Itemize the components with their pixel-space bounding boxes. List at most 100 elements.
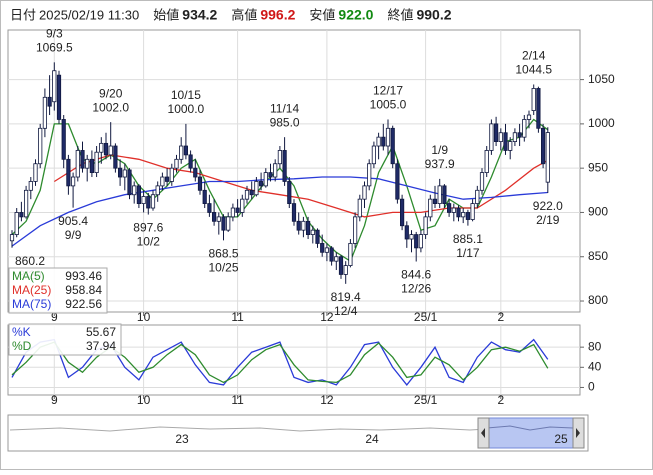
legend-value: 958.84 bbox=[65, 283, 102, 297]
annotation-price: 1044.5 bbox=[515, 63, 552, 77]
candle-body bbox=[437, 185, 442, 204]
candle-body bbox=[329, 247, 334, 262]
header-value: 934.2 bbox=[182, 7, 217, 23]
candle-body bbox=[432, 198, 438, 204]
arrow-left bbox=[481, 428, 485, 438]
header-value: 2025/02/19 11:30 bbox=[39, 7, 139, 22]
candle-body bbox=[484, 150, 489, 173]
navigator-history bbox=[9, 426, 488, 432]
candle-body bbox=[451, 207, 456, 213]
candle-body bbox=[207, 203, 212, 213]
y-tick-label: 1050 bbox=[588, 72, 615, 86]
header-value: 922.0 bbox=[338, 7, 373, 23]
candle-body bbox=[136, 185, 141, 204]
candle-body bbox=[66, 158, 71, 187]
header-label: 安値 bbox=[309, 7, 335, 22]
candle-body bbox=[512, 132, 518, 142]
candle-body bbox=[522, 119, 527, 138]
candle-body bbox=[249, 189, 254, 196]
annotation-price: 1002.0 bbox=[92, 100, 129, 114]
candle-body bbox=[179, 145, 184, 160]
candle-body bbox=[526, 114, 532, 120]
navigator-label: 23 bbox=[175, 432, 189, 446]
candle-body bbox=[456, 207, 461, 218]
candle-body bbox=[23, 189, 29, 218]
candle-body bbox=[193, 167, 198, 178]
candle-body bbox=[42, 96, 47, 129]
x-tick-label: 11 bbox=[231, 393, 244, 407]
candle-body bbox=[14, 212, 19, 235]
candle-body bbox=[282, 150, 287, 182]
candle-body bbox=[263, 172, 268, 187]
candle-body bbox=[508, 141, 513, 151]
candle-body bbox=[211, 212, 217, 222]
legend-value: 37.94 bbox=[86, 339, 116, 353]
annotation-price: 868.5 bbox=[208, 247, 238, 261]
annotation-price: 922.0 bbox=[533, 199, 563, 213]
header-value: 996.2 bbox=[260, 7, 295, 23]
candle-body bbox=[89, 158, 94, 173]
legend-name: %D bbox=[12, 339, 32, 353]
x-tick-label: 25/1 bbox=[414, 393, 438, 407]
candle-body bbox=[287, 181, 292, 204]
x-tick-label: 2 bbox=[497, 393, 504, 407]
annotation-date: 10/15 bbox=[171, 88, 201, 102]
candle-body bbox=[244, 189, 250, 200]
candle-body bbox=[277, 150, 282, 165]
candle-body bbox=[33, 163, 38, 182]
candle-body bbox=[343, 265, 348, 275]
candle-body bbox=[470, 203, 475, 220]
navigator-label: 25 bbox=[554, 432, 568, 446]
annotation-date: 11/14 bbox=[270, 101, 299, 115]
candle-body bbox=[428, 198, 433, 218]
candle-body bbox=[296, 220, 301, 231]
candle-body bbox=[315, 229, 320, 244]
candle-body bbox=[38, 127, 43, 165]
annotation-date: 12/4 bbox=[334, 304, 358, 318]
candle-body bbox=[310, 229, 315, 235]
candle-body bbox=[479, 172, 485, 191]
annotation-price: 844.6 bbox=[401, 268, 431, 282]
candle-body bbox=[465, 212, 471, 220]
candle-body bbox=[498, 132, 503, 142]
candle-body bbox=[381, 136, 386, 147]
candle-body bbox=[61, 119, 66, 160]
annotation-date: 9/3 bbox=[46, 26, 63, 40]
candle-body bbox=[489, 123, 494, 151]
candle-body bbox=[503, 132, 508, 151]
legend-name: MA(5) bbox=[12, 269, 45, 283]
y-tick-label: 800 bbox=[588, 293, 608, 307]
y-tick-label: 850 bbox=[588, 249, 608, 263]
candle-body bbox=[141, 196, 146, 204]
header-label: 終値 bbox=[387, 7, 413, 22]
annotation-price: 885.1 bbox=[453, 232, 483, 246]
header-label: 高値 bbox=[231, 7, 257, 22]
candle-body bbox=[113, 145, 118, 169]
candle-body bbox=[353, 216, 358, 244]
candle-body bbox=[400, 198, 405, 227]
y-tick-label: 900 bbox=[588, 205, 608, 219]
annotation-price: 897.6 bbox=[133, 221, 163, 235]
navigator-label: 24 bbox=[365, 432, 379, 446]
annotation-date: 12/17 bbox=[373, 84, 403, 98]
candle-body bbox=[47, 96, 52, 107]
candle-body bbox=[320, 243, 325, 253]
candle-body bbox=[108, 145, 113, 156]
candle-body bbox=[541, 127, 546, 165]
candle-body bbox=[221, 216, 226, 231]
candle-body bbox=[226, 216, 231, 231]
annotation-date: 9/9 bbox=[65, 228, 82, 242]
candle-body bbox=[258, 181, 264, 187]
header-label: 始値 bbox=[153, 7, 179, 22]
y-tick-label: 1000 bbox=[588, 116, 615, 130]
candle-body bbox=[390, 127, 395, 165]
candle-body bbox=[127, 169, 132, 196]
navigator-window[interactable] bbox=[486, 417, 574, 449]
candle-body bbox=[461, 212, 466, 218]
legend-value: 55.67 bbox=[86, 325, 116, 339]
annotation-date: 12/26 bbox=[401, 282, 431, 296]
candle-body bbox=[301, 220, 306, 231]
annotation-price: 985.0 bbox=[270, 115, 300, 129]
annotation-date: 10/25 bbox=[208, 261, 238, 275]
navigator[interactable]: 23 24 25 bbox=[7, 414, 589, 452]
